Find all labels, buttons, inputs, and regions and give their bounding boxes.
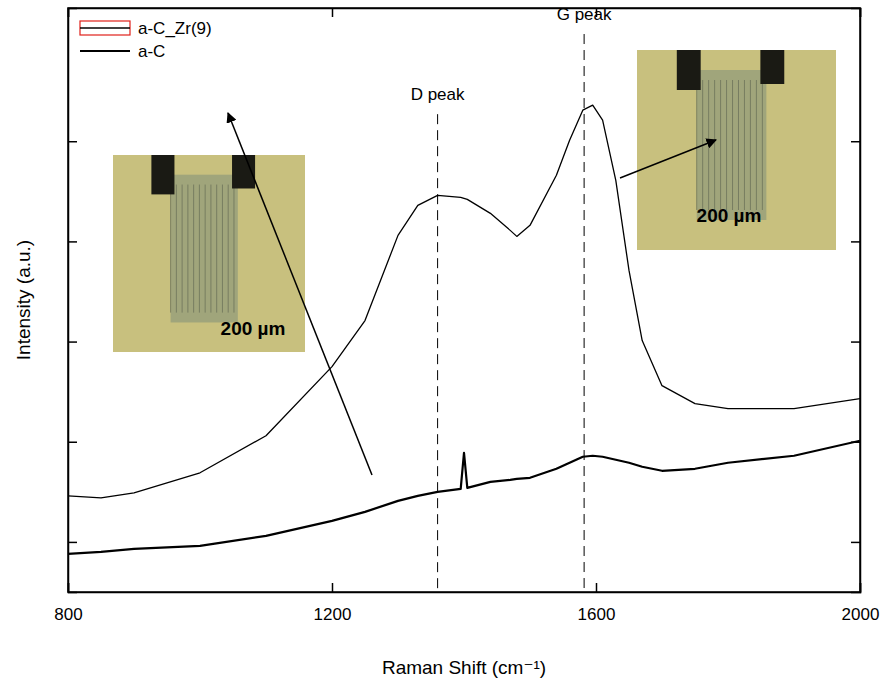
inset-scratch (176, 185, 177, 313)
y-axis-right (851, 9, 861, 593)
series-line (68, 441, 860, 554)
peak-label: D peak (411, 85, 465, 104)
y-axis (68, 9, 77, 593)
inset-scratch (744, 80, 745, 210)
inset-scratch (708, 80, 709, 210)
tick (68, 542, 77, 543)
tick-mark (68, 141, 77, 143)
inset-scratch (720, 80, 721, 210)
tick-label: 800 (54, 605, 82, 624)
plot: 800 1200 1600 2000 D peak G peak a-C_Zr(9) a-C 2… (54, 5, 879, 624)
peak-label: G peak (557, 5, 612, 24)
tick-mark (851, 542, 860, 544)
legend-item: a-C_Zr(9) (80, 19, 212, 38)
axis-line (851, 9, 861, 593)
legend-item: a-C (80, 42, 165, 61)
inset: 200 µm (637, 50, 836, 250)
tick-mark (851, 241, 860, 243)
inset-scratch (726, 80, 727, 210)
tick-label: 2000 (842, 605, 880, 624)
annotation-lines (438, 34, 585, 592)
tick-mark (596, 583, 598, 592)
inset-scratch (714, 80, 715, 210)
axis-line (69, 9, 78, 593)
inset: 200 µm (113, 155, 305, 352)
inset-image (637, 50, 836, 250)
plot-frame (68, 8, 860, 592)
inset-scratch (205, 185, 206, 313)
scale-bar-label: 200 µm (697, 205, 762, 226)
peak-line (584, 34, 585, 592)
axis-line (69, 9, 861, 18)
legend-swatch (80, 50, 130, 52)
inset-scratch (222, 185, 223, 313)
tick (332, 8, 333, 17)
tick (851, 542, 860, 543)
legend-swatch (80, 27, 130, 28)
inset-scratch (216, 185, 217, 313)
inset-scratch (199, 185, 200, 313)
tick (851, 141, 860, 142)
tick-mark (68, 241, 77, 243)
scale-bar-label: 200 µm (221, 318, 286, 339)
peak-line (437, 114, 438, 592)
inset-scratch (738, 80, 739, 210)
legend-label: a-C (138, 42, 165, 61)
inset-spot (760, 50, 784, 84)
x-axis-title: Raman Shift (cm⁻¹) (382, 657, 546, 678)
inset-scratch (732, 80, 733, 210)
inset-arrow (228, 113, 372, 475)
chart: 800 1200 1600 2000 D peak G peak a-C_Zr(9) a-C 2… (0, 0, 887, 688)
legend-swatch (80, 21, 130, 35)
tick-mark (851, 341, 860, 343)
tick-label: 1600 (578, 605, 616, 624)
inset-scratch (210, 185, 211, 313)
inset-scratch (182, 185, 183, 313)
inset-scratch (750, 80, 751, 210)
x-axis-top (69, 8, 861, 17)
inset-image (113, 155, 305, 352)
inset-scratch (187, 185, 188, 313)
tick (68, 241, 77, 242)
legend: a-C_Zr(9) a-C (80, 19, 212, 61)
inset-spot (151, 155, 174, 194)
tick-mark (851, 141, 860, 143)
axis-line (69, 583, 861, 593)
tick-mark (332, 583, 334, 592)
tick-mark (68, 542, 77, 544)
inset-scratch (762, 80, 763, 210)
tick (68, 342, 77, 343)
inset-scratch (233, 185, 234, 313)
inset-wear-track (697, 70, 767, 220)
inset-wear-track (171, 175, 238, 323)
inset-scratch (756, 80, 757, 210)
tick (68, 442, 77, 443)
y-axis-title: Intensity (a.u.) (13, 240, 34, 360)
tick (851, 241, 860, 242)
tick (851, 342, 860, 343)
inset-scratch (193, 185, 194, 313)
inset-scratch (170, 185, 171, 313)
tick: 1600 (578, 583, 616, 624)
tick (68, 141, 77, 142)
legend-label: a-C_Zr(9) (138, 19, 212, 38)
inset-scratch (228, 185, 229, 313)
tick-mark (332, 8, 334, 17)
tick-label: 1200 (314, 605, 352, 624)
inset-arrow (620, 140, 716, 178)
tick-mark (68, 441, 77, 443)
inset-spot (677, 50, 701, 90)
x-axis: 800 1200 1600 2000 (54, 583, 879, 624)
tick: 1200 (314, 583, 352, 624)
tick-mark (68, 341, 77, 343)
inset-scratch (696, 80, 697, 210)
